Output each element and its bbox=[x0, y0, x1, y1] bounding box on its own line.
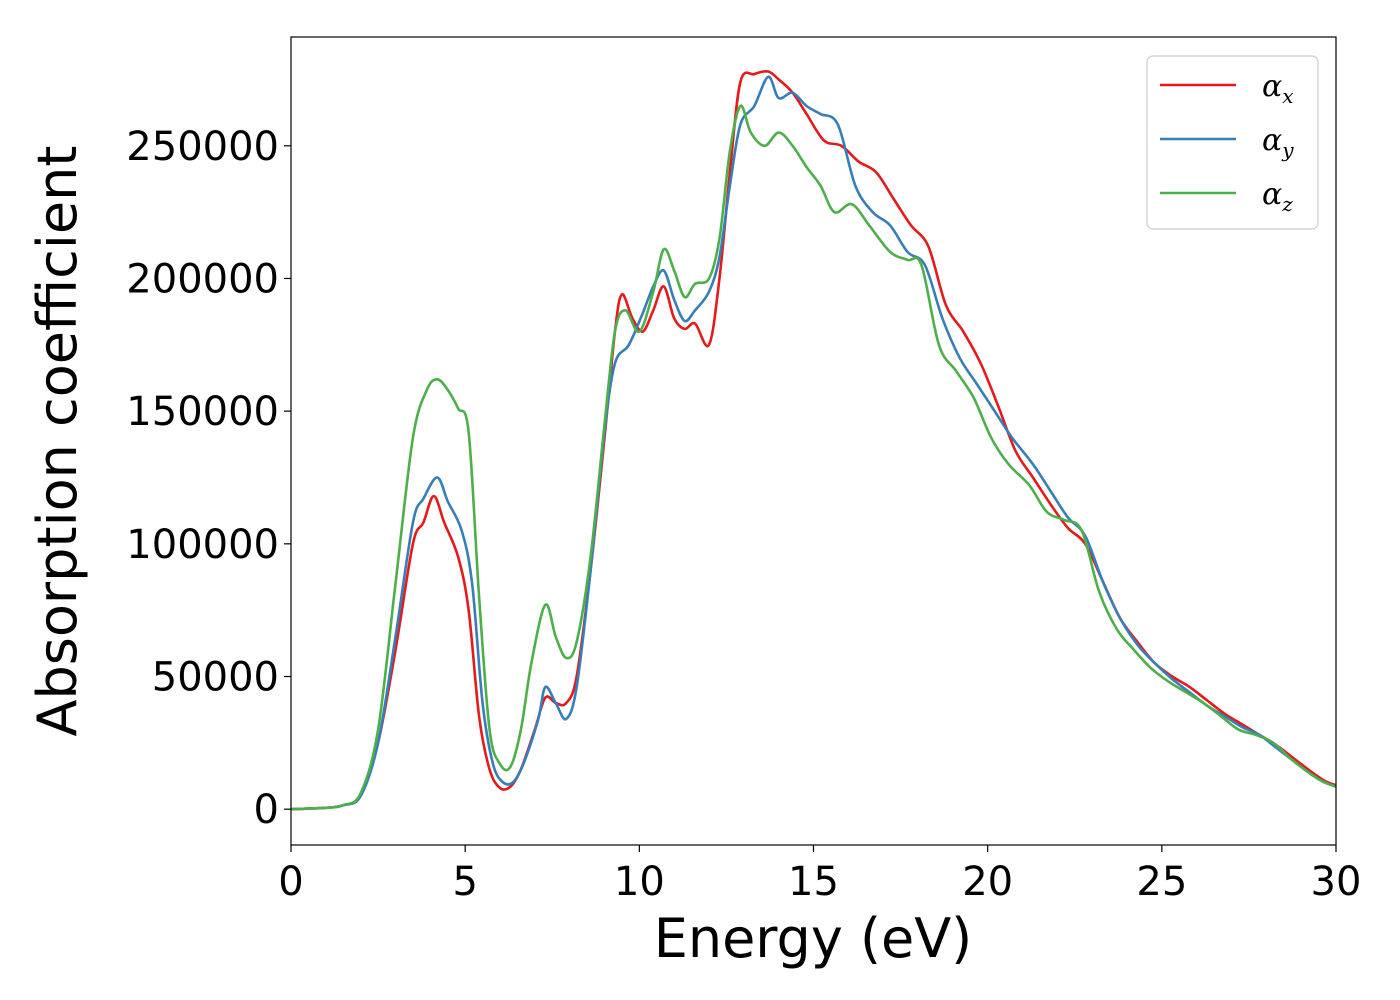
x-tick-label: 0 bbox=[278, 859, 303, 905]
y-axis-label: Absorption coefficient bbox=[26, 146, 89, 737]
y-tick-label: 100000 bbox=[126, 522, 279, 568]
y-tick-label: 50000 bbox=[152, 655, 279, 701]
series-line-y bbox=[290, 75, 1337, 811]
y-tick-label: 200000 bbox=[126, 256, 279, 302]
y-axis: 0 50000 100000 150000 200000 250000 bbox=[126, 124, 291, 833]
x-tick-label: 30 bbox=[1311, 859, 1362, 905]
x-tick-label: 10 bbox=[614, 859, 665, 905]
series-layer bbox=[290, 69, 1337, 811]
y-tick-label: 250000 bbox=[126, 124, 279, 170]
legend-box bbox=[1146, 55, 1319, 230]
x-tick-label: 25 bbox=[1136, 859, 1187, 905]
x-axis-label: Energy (eV) bbox=[654, 907, 973, 970]
series-line-z bbox=[290, 104, 1337, 811]
x-axis: 0 5 10 15 20 25 30 bbox=[278, 845, 1361, 905]
y-tick-label: 0 bbox=[254, 787, 279, 833]
x-tick-label: 15 bbox=[788, 859, 839, 905]
y-tick-label: 150000 bbox=[126, 389, 279, 435]
x-tick-label: 5 bbox=[452, 859, 477, 905]
x-tick-label: 20 bbox=[962, 859, 1013, 905]
